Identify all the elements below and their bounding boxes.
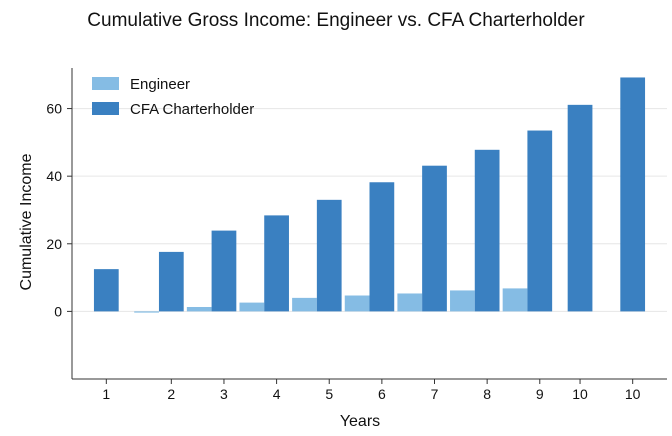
bar-engineer xyxy=(186,306,212,312)
legend-label: CFA Charterholder xyxy=(130,101,254,118)
x-tick-label: 8 xyxy=(483,386,491,402)
bar-engineer xyxy=(344,295,370,312)
bar-cfa-charterholder xyxy=(474,149,500,312)
x-tick-label: 6 xyxy=(378,386,386,402)
chart-title: Cumulative Gross Income: Engineer vs. CF… xyxy=(87,10,585,31)
y-tick-label: 0 xyxy=(54,303,62,319)
y-tick-label: 40 xyxy=(46,168,62,184)
bar-cfa-charterholder xyxy=(422,165,447,312)
legend-label: Engineer xyxy=(130,76,190,93)
bar-cfa-charterholder xyxy=(158,251,184,312)
x-tick-label: 3 xyxy=(220,386,228,402)
bars xyxy=(93,77,646,313)
y-axis-label: Cumulative Income xyxy=(18,153,35,290)
bar-cfa-charterholder xyxy=(369,182,395,312)
x-tick-label: 9 xyxy=(536,386,544,402)
bar-engineer xyxy=(134,311,159,313)
bar-cfa-charterholder xyxy=(93,269,119,312)
y-tick-label: 20 xyxy=(46,236,62,252)
bar-engineer xyxy=(292,297,317,312)
x-axis-label: Years xyxy=(340,413,380,430)
ticks: 0 20 40 60 1 2 3 4 5 6 7 8 9 10 10 xyxy=(46,101,640,402)
bar-engineer xyxy=(239,302,265,312)
x-tick-label: 4 xyxy=(273,386,281,402)
x-tick-label: 1 xyxy=(102,386,110,402)
x-tick-label: 5 xyxy=(325,386,333,402)
bar-cfa-charterholder xyxy=(527,130,553,312)
bar-cfa-charterholder xyxy=(567,104,593,312)
legend-swatch xyxy=(92,102,119,115)
bar-cfa-charterholder xyxy=(316,199,342,312)
legend: Engineer CFA Charterholder xyxy=(92,76,254,118)
bar-engineer xyxy=(397,293,423,312)
legend-swatch xyxy=(92,77,119,90)
bar-cfa-charterholder xyxy=(264,215,289,312)
x-tick-label: 2 xyxy=(167,386,175,402)
bar-cfa-charterholder xyxy=(211,230,237,312)
bar-engineer xyxy=(450,290,475,312)
x-tick-label: 10 xyxy=(625,386,641,402)
x-tick-label: 10 xyxy=(572,386,588,402)
bar-cfa-charterholder xyxy=(620,77,646,312)
y-tick-label: 60 xyxy=(46,101,62,117)
x-tick-label: 7 xyxy=(431,386,439,402)
bar-engineer xyxy=(502,288,528,312)
